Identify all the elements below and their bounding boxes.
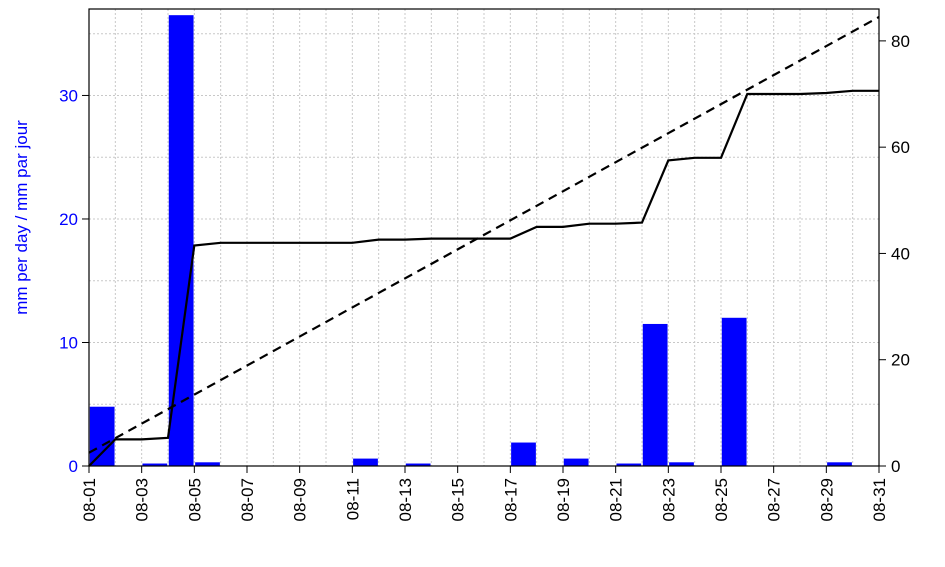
x-tick-label: 08-25 bbox=[712, 478, 731, 521]
plot-frame bbox=[88, 8, 880, 467]
y-left-tick-label: 0 bbox=[69, 457, 78, 476]
x-tick-label: 08-09 bbox=[291, 478, 310, 521]
y-right-tick-label: 80 bbox=[891, 32, 910, 51]
x-axis: 08-01 08-03 08-05 08-07 08-09 08-11 08-13 08-15… bbox=[80, 466, 889, 521]
y-axis-left: 0 10 20 30 bbox=[59, 86, 89, 476]
x-tick-label: 08-27 bbox=[765, 478, 784, 521]
precip-bar bbox=[721, 317, 747, 466]
precip-bar bbox=[168, 15, 194, 466]
reference-dashed-line bbox=[88, 16, 880, 454]
cumulative-line bbox=[88, 89, 879, 467]
x-tick-label: 08-07 bbox=[238, 478, 257, 521]
precip-bar bbox=[142, 463, 168, 466]
y-left-tick-label: 30 bbox=[59, 86, 78, 105]
precip-bar bbox=[642, 323, 668, 466]
x-tick-label: 08-23 bbox=[659, 478, 678, 521]
precipitation-bars bbox=[89, 15, 852, 466]
precip-bar bbox=[669, 462, 694, 466]
x-tick-label: 08-21 bbox=[607, 478, 626, 521]
y-axis-left-title: mm per day / mm par jour bbox=[12, 120, 31, 315]
x-tick-label: 08-19 bbox=[554, 478, 573, 521]
precip-bar bbox=[195, 462, 220, 466]
x-tick-label: 08-05 bbox=[185, 478, 204, 521]
y-right-tick-label: 60 bbox=[891, 138, 910, 157]
x-tick-label: 08-03 bbox=[133, 478, 152, 521]
y-left-tick-label: 10 bbox=[59, 333, 78, 352]
precip-bar bbox=[616, 463, 642, 466]
cumulative-lines bbox=[88, 16, 880, 467]
x-tick-label: 08-29 bbox=[817, 478, 836, 521]
x-tick-label: 08-15 bbox=[449, 478, 468, 521]
precip-bar bbox=[89, 406, 115, 466]
y-right-tick-label: 0 bbox=[891, 457, 900, 476]
y-axis-right: 0 20 40 60 80 bbox=[879, 32, 910, 476]
x-tick-label: 08-01 bbox=[80, 478, 99, 521]
precip-bar bbox=[563, 458, 589, 466]
precip-bar bbox=[827, 462, 852, 466]
precip-bar bbox=[511, 442, 536, 466]
precip-bar bbox=[405, 463, 431, 466]
x-tick-label: 08-31 bbox=[870, 478, 889, 521]
x-tick-label: 08-13 bbox=[396, 478, 415, 521]
y-right-tick-label: 40 bbox=[891, 244, 910, 263]
x-tick-label: 08-17 bbox=[501, 478, 520, 521]
y-right-tick-label: 20 bbox=[891, 351, 910, 370]
x-tick-label: 08-11 bbox=[343, 478, 362, 520]
precip-bar bbox=[353, 458, 378, 466]
y-left-tick-label: 20 bbox=[59, 210, 78, 229]
